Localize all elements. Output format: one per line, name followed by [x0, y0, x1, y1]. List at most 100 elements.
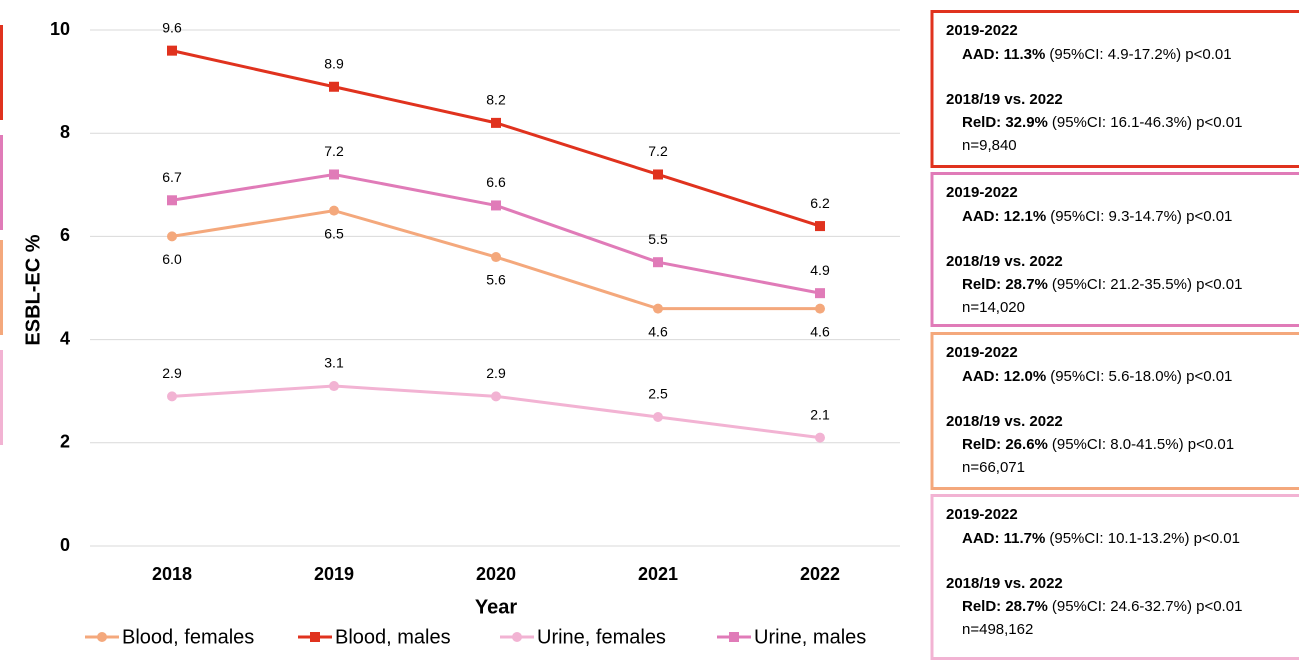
reld: RelD: 28.7% (95%CI: 24.6-32.7%) p<0.01 — [962, 598, 1242, 615]
marker — [653, 169, 663, 180]
aad-label: AAD: 11.7% — [962, 530, 1045, 547]
marker — [329, 381, 339, 392]
x-tick-label: 2018 — [152, 564, 192, 584]
marker — [815, 288, 825, 299]
period: 2019-2022 — [946, 184, 1018, 201]
legend-label: Urine, females — [537, 626, 666, 648]
data-label: 8.9 — [324, 55, 344, 71]
x-tick-label: 2021 — [638, 564, 678, 584]
data-label: 4.6 — [648, 323, 668, 339]
data-label: 2.9 — [162, 365, 182, 381]
data-label: 4.6 — [810, 323, 830, 339]
reld: RelD: 28.7% (95%CI: 21.2-35.5%) p<0.01 — [962, 276, 1242, 293]
comparison: 2018/19 vs. 2022 — [946, 575, 1063, 592]
marker — [329, 169, 339, 180]
legend-label: Blood, females — [122, 626, 254, 648]
data-label: 4.9 — [810, 262, 830, 278]
y-tick-label: 2 — [60, 432, 70, 452]
data-label: 6.2 — [810, 195, 830, 211]
reld-label: RelD: 32.9% — [962, 114, 1048, 131]
data-label: 6.6 — [486, 174, 506, 190]
marker — [491, 391, 501, 402]
marker — [167, 231, 177, 242]
side-bar — [0, 25, 3, 120]
period: 2019-2022 — [946, 506, 1018, 523]
data-label: 2.9 — [486, 365, 506, 381]
side-bar — [0, 240, 3, 335]
aad: AAD: 11.3% (95%CI: 4.9-17.2%) p<0.01 — [962, 46, 1232, 63]
marker — [815, 303, 825, 314]
reld-detail: (95%CI: 24.6-32.7%) p<0.01 — [1052, 598, 1243, 615]
marker — [815, 432, 825, 443]
data-label: 5.6 — [486, 272, 506, 288]
aad: AAD: 12.1% (95%CI: 9.3-14.7%) p<0.01 — [962, 208, 1232, 225]
aad-label: AAD: 12.1% — [962, 208, 1046, 225]
data-label: 6.7 — [162, 169, 182, 185]
y-tick-label: 8 — [60, 122, 70, 142]
legend-label: Urine, males — [754, 626, 866, 648]
marker — [512, 632, 522, 642]
reld-label: RelD: 28.7% — [962, 276, 1048, 293]
marker — [310, 632, 320, 642]
marker — [329, 205, 339, 216]
reld-detail: (95%CI: 21.2-35.5%) p<0.01 — [1052, 276, 1243, 293]
y-tick-label: 4 — [60, 328, 70, 348]
marker — [167, 391, 177, 402]
data-label: 2.5 — [648, 386, 668, 402]
marker — [167, 45, 177, 56]
reld: RelD: 32.9% (95%CI: 16.1-46.3%) p<0.01 — [962, 114, 1242, 131]
y-tick-label: 10 — [50, 19, 70, 39]
n-count: n=498,162 — [962, 621, 1033, 638]
aad-detail: (95%CI: 9.3-14.7%) p<0.01 — [1050, 208, 1232, 225]
legend-label: Blood, males — [335, 626, 451, 648]
annotation-box — [930, 332, 1299, 490]
annotation-box — [930, 494, 1299, 660]
n-count: n=14,020 — [962, 299, 1025, 316]
y-tick-label: 0 — [60, 535, 70, 555]
annotation-box — [930, 10, 1299, 168]
reld: RelD: 26.6% (95%CI: 8.0-41.5%) p<0.01 — [962, 436, 1234, 453]
aad: AAD: 11.7% (95%CI: 10.1-13.2%) p<0.01 — [962, 530, 1240, 547]
period: 2019-2022 — [946, 22, 1018, 39]
marker — [729, 632, 739, 642]
comparison: 2018/19 vs. 2022 — [946, 253, 1063, 270]
data-label: 6.0 — [162, 251, 182, 267]
aad: AAD: 12.0% (95%CI: 5.6-18.0%) p<0.01 — [962, 368, 1232, 385]
marker — [329, 81, 339, 92]
side-bar — [0, 135, 3, 230]
marker — [491, 252, 501, 263]
aad-detail: (95%CI: 10.1-13.2%) p<0.01 — [1049, 530, 1240, 547]
x-axis-title: Year — [475, 596, 517, 618]
reld-detail: (95%CI: 16.1-46.3%) p<0.01 — [1052, 114, 1243, 131]
marker — [491, 200, 501, 211]
x-tick-label: 2020 — [476, 564, 516, 584]
reld-detail: (95%CI: 8.0-41.5%) p<0.01 — [1052, 436, 1234, 453]
data-label: 3.1 — [324, 355, 344, 371]
data-label: 7.2 — [648, 143, 668, 159]
side-bar — [0, 350, 3, 445]
reld-label: RelD: 26.6% — [962, 436, 1048, 453]
y-axis-title: ESBL-EC % — [22, 234, 44, 345]
n-count: n=66,071 — [962, 459, 1025, 476]
x-tick-label: 2022 — [800, 564, 840, 584]
data-label: 8.2 — [486, 92, 506, 108]
marker — [491, 117, 501, 128]
data-label: 5.5 — [648, 231, 668, 247]
series-line — [171, 49, 821, 228]
marker — [97, 632, 107, 642]
period: 2019-2022 — [946, 344, 1018, 361]
x-tick-label: 2019 — [314, 564, 354, 584]
marker — [815, 221, 825, 232]
aad-detail: (95%CI: 4.9-17.2%) p<0.01 — [1049, 46, 1231, 63]
data-label: 2.1 — [810, 406, 830, 422]
y-tick-label: 6 — [60, 225, 70, 245]
aad-detail: (95%CI: 5.6-18.0%) p<0.01 — [1050, 368, 1232, 385]
comparison: 2018/19 vs. 2022 — [946, 413, 1063, 430]
marker — [653, 257, 663, 268]
comparison: 2018/19 vs. 2022 — [946, 91, 1063, 108]
marker — [167, 195, 177, 206]
aad-label: AAD: 12.0% — [962, 368, 1046, 385]
n-count: n=9,840 — [962, 137, 1017, 154]
data-label: 9.6 — [162, 19, 182, 35]
